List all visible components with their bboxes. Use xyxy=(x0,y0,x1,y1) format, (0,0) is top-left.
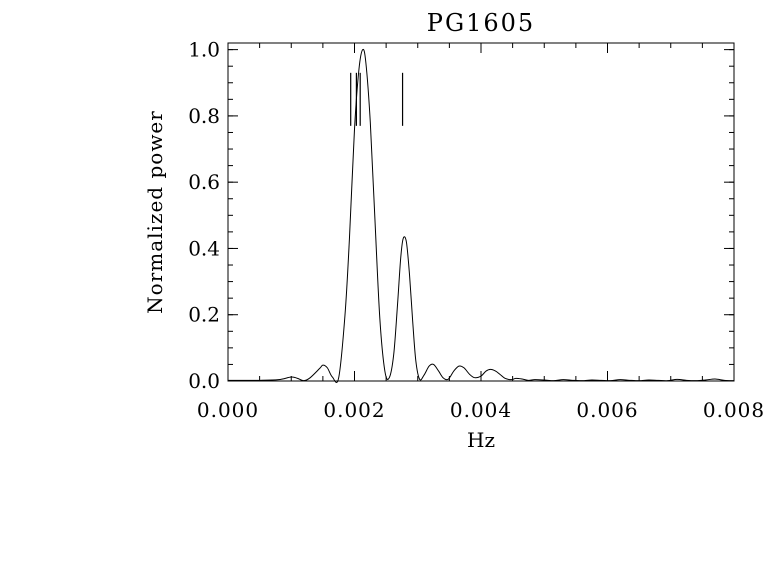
y-axis-label: Normalized power xyxy=(143,110,167,314)
y-tick-label: 0.6 xyxy=(188,170,220,194)
series-group xyxy=(227,48,735,383)
frequency-markers xyxy=(350,72,404,126)
x-tick-label: 0.004 xyxy=(450,398,512,422)
x-axis-tick-labels: 0.000 0.002 0.004 0.006 0.008 xyxy=(197,398,765,422)
x-tick-label: 0.000 xyxy=(197,398,259,422)
y-tick-label: 0.8 xyxy=(188,104,220,128)
plot-frame xyxy=(227,42,735,382)
x-tick-label: 0.008 xyxy=(703,398,765,422)
y-axis-ticks xyxy=(228,49,734,382)
y-tick-label: 0.2 xyxy=(188,303,220,327)
y-tick-label: 0.4 xyxy=(188,236,220,260)
y-tick-label: 1.0 xyxy=(188,38,220,62)
x-tick-label: 0.002 xyxy=(323,398,385,422)
y-axis-tick-labels: 0.0 0.2 0.4 0.6 0.8 1.0 xyxy=(188,38,220,393)
x-axis-label: Hz xyxy=(467,428,495,452)
x-tick-label: 0.006 xyxy=(576,398,638,422)
x-axis-ticks xyxy=(227,43,735,381)
y-tick-label: 0.0 xyxy=(188,369,220,393)
chart-title: PG1605 xyxy=(427,9,535,37)
series-line xyxy=(227,48,735,383)
